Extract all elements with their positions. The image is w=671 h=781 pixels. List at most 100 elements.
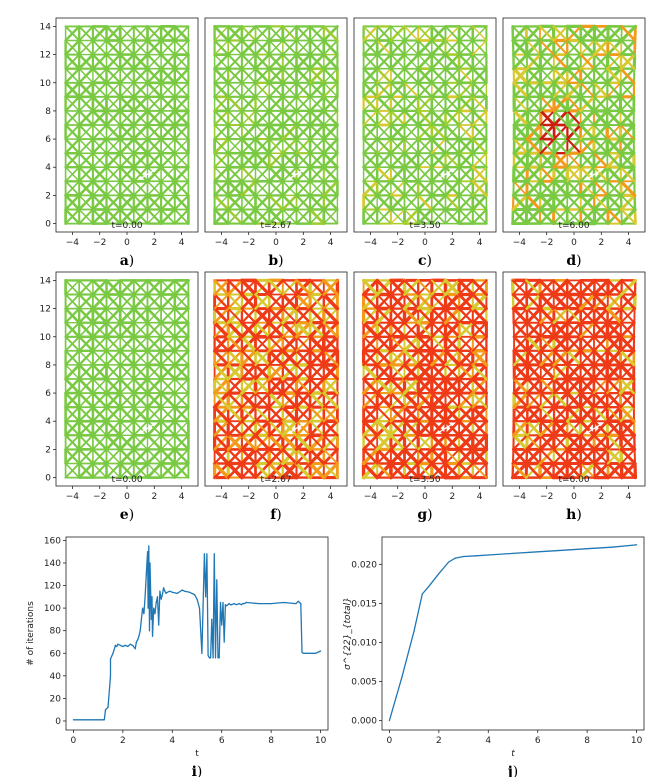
data-point xyxy=(208,655,209,656)
data-point xyxy=(455,558,456,559)
x-tick-label: 0 xyxy=(422,238,428,248)
x-tick-label: −4 xyxy=(513,238,527,248)
x-tick-label: −2 xyxy=(540,492,553,502)
data-point xyxy=(537,551,538,552)
data-point xyxy=(636,544,637,545)
x-tick-label: 2 xyxy=(449,492,455,502)
data-point xyxy=(141,619,142,620)
panel-letter: j) xyxy=(506,764,519,777)
y-tick-label: 60 xyxy=(50,649,62,659)
x-tick-label: 2 xyxy=(449,238,455,248)
y-tick-label: 140 xyxy=(44,559,61,569)
data-point xyxy=(204,553,205,554)
data-point xyxy=(246,602,247,603)
x-tick-label: −2 xyxy=(242,492,255,502)
data-point xyxy=(201,653,202,654)
y-tick-label: 4 xyxy=(45,163,51,173)
data-point xyxy=(142,608,143,609)
y-tick-label: 6 xyxy=(45,389,51,399)
data-point xyxy=(112,653,113,654)
x-tick-label: −2 xyxy=(540,238,553,248)
data-point xyxy=(220,602,221,603)
panel-letter: g) xyxy=(417,507,432,523)
y-axis-label: σ^{22}_{total} xyxy=(343,597,353,670)
x-tick-label: −4 xyxy=(215,238,229,248)
data-point xyxy=(148,545,149,546)
data-point xyxy=(115,645,116,646)
data-point xyxy=(226,605,227,606)
x-tick-label: 4 xyxy=(179,492,185,502)
data-point xyxy=(169,591,170,592)
data-point xyxy=(95,719,96,720)
data-point xyxy=(122,646,123,647)
data-point xyxy=(156,602,157,603)
data-point xyxy=(143,613,144,614)
time-label: t=6.00 xyxy=(558,221,589,231)
data-point xyxy=(151,619,152,620)
y-tick-label: 8 xyxy=(45,361,51,371)
data-point xyxy=(283,602,284,603)
data-point xyxy=(154,613,155,614)
panel-letter-char: g xyxy=(417,507,427,523)
data-point xyxy=(110,675,111,676)
x-tick-label: 0 xyxy=(571,238,577,248)
data-point xyxy=(149,630,150,631)
data-point xyxy=(164,591,165,592)
x-tick-label: 2 xyxy=(300,238,306,248)
chart-frame xyxy=(382,537,644,730)
data-point xyxy=(227,604,228,605)
data-point xyxy=(271,603,272,604)
data-point xyxy=(150,585,151,586)
data-point xyxy=(158,624,159,625)
panel-letter: f) xyxy=(270,507,282,523)
panel-letter-char: h xyxy=(566,507,576,523)
panel-letter-paren: ) xyxy=(129,507,134,523)
y-tick-label: 0.010 xyxy=(351,638,377,648)
data-point xyxy=(140,630,141,631)
data-point xyxy=(162,594,163,595)
time-label: t=3.50 xyxy=(409,221,440,231)
panel-letter: h) xyxy=(566,507,582,523)
time-label: t=6.00 xyxy=(558,475,589,485)
data-point xyxy=(234,603,235,604)
data-point xyxy=(205,596,206,597)
chart-frame xyxy=(66,537,328,730)
data-point xyxy=(206,553,207,554)
x-tick-label: 4 xyxy=(328,492,334,502)
x-axis-label: t xyxy=(195,749,199,759)
panel-letter-paren: ) xyxy=(576,253,581,269)
x-tick-label: −4 xyxy=(364,238,378,248)
data-point xyxy=(230,604,231,605)
data-point xyxy=(448,561,449,562)
data-point xyxy=(229,603,230,604)
data-point xyxy=(298,601,299,602)
data-point xyxy=(117,644,118,645)
panel-letter: d) xyxy=(566,253,581,269)
y-tick-label: 0 xyxy=(45,474,51,484)
data-point xyxy=(216,579,217,580)
x-tick-label: 4 xyxy=(477,238,483,248)
x-tick-label: 2 xyxy=(151,238,157,248)
data-point xyxy=(488,554,489,555)
x-tick-label: 4 xyxy=(169,736,175,746)
data-point xyxy=(167,592,168,593)
y-tick-label: 12 xyxy=(40,51,51,61)
data-point xyxy=(189,592,190,593)
data-point xyxy=(401,677,402,678)
data-point xyxy=(258,603,259,604)
data-point xyxy=(209,657,210,658)
data-point xyxy=(199,608,200,609)
panel-letter-paren: ) xyxy=(427,507,432,523)
panel-letter-paren: ) xyxy=(278,253,283,269)
x-tick-label: 6 xyxy=(535,736,541,746)
panel-letter-char: b xyxy=(268,253,278,269)
panel-letter-paren: ) xyxy=(197,764,202,777)
data-point xyxy=(166,593,167,594)
x-tick-label: 4 xyxy=(477,492,483,502)
y-tick-label: 40 xyxy=(50,672,62,682)
x-tick-label: 0 xyxy=(273,492,279,502)
data-point xyxy=(221,624,222,625)
time-label: t=2.67 xyxy=(260,221,291,231)
y-tick-label: 14 xyxy=(40,22,52,32)
